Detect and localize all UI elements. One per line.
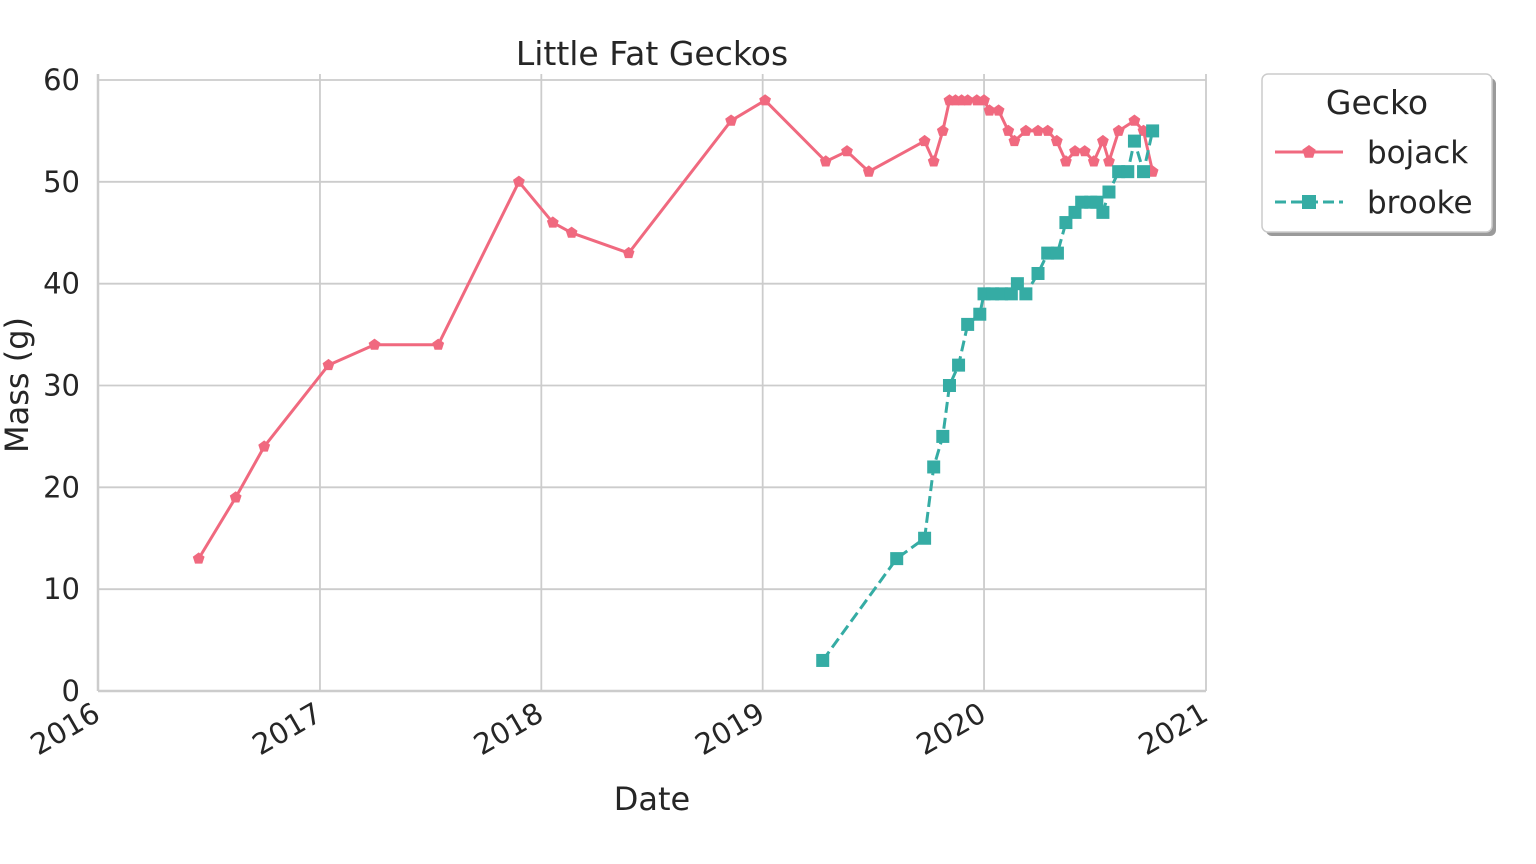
- data-point-brooke: [1004, 287, 1018, 301]
- data-point-bojack: [759, 94, 771, 106]
- data-point-bojack: [725, 114, 737, 126]
- series-bojack: [192, 94, 1159, 564]
- data-point-bojack: [1069, 145, 1081, 157]
- data-point-bojack: [1128, 114, 1141, 126]
- data-point-bojack: [565, 226, 578, 238]
- data-point-bojack: [1008, 134, 1021, 147]
- data-point-brooke: [1121, 165, 1135, 179]
- y-tick-label: 50: [43, 165, 80, 199]
- data-point-bojack: [1002, 124, 1015, 136]
- data-point-bojack: [1103, 155, 1115, 167]
- y-tick-label: 30: [43, 369, 80, 403]
- data-point-bojack: [841, 145, 853, 157]
- data-point-bojack: [1041, 124, 1054, 136]
- series-brooke: [816, 124, 1160, 667]
- data-point-brooke: [1102, 185, 1116, 199]
- y-tick-label: 20: [43, 470, 80, 504]
- data-point-bojack: [862, 165, 875, 177]
- x-tick-label: 2017: [247, 696, 328, 762]
- data-point-bojack: [546, 216, 559, 228]
- data-point-bojack: [961, 94, 974, 106]
- data-point-bojack: [229, 491, 242, 503]
- data-point-bojack: [927, 155, 940, 167]
- data-point-brooke: [1019, 287, 1033, 301]
- y-tick-label: 40: [43, 267, 80, 301]
- data-point-bojack: [978, 94, 990, 106]
- x-tick-label: 2021: [1133, 696, 1214, 762]
- series-line-bojack: [197, 98, 1155, 560]
- x-tick-label: 2020: [911, 696, 992, 762]
- data-point-bojack: [1032, 124, 1044, 136]
- data-point-brooke: [1010, 277, 1024, 291]
- data-point-brooke: [936, 429, 950, 443]
- legend-label-brooke: brooke: [1367, 185, 1473, 221]
- data-point-brooke: [942, 379, 956, 392]
- data-point-brooke: [918, 531, 932, 545]
- data-point-brooke: [1031, 266, 1045, 280]
- data-point-brooke: [1068, 205, 1082, 219]
- axes: [96, 74, 1206, 693]
- data-point-bojack: [936, 124, 949, 136]
- data-point-bojack: [1078, 145, 1091, 157]
- chart-title: Little Fat Geckos: [516, 34, 788, 73]
- data-point-brooke: [1146, 124, 1160, 138]
- data-point-brooke: [1050, 246, 1064, 260]
- legend: Gecko bojack brooke: [1261, 73, 1496, 236]
- data-point-brooke: [816, 653, 830, 667]
- data-point-brooke: [1059, 216, 1073, 230]
- data-point-bojack: [819, 155, 832, 167]
- y-tick-label: 60: [43, 63, 80, 97]
- data-point-brooke: [1096, 205, 1110, 219]
- data-point-bojack: [1087, 155, 1100, 167]
- data-point-brooke: [952, 358, 966, 372]
- legend-marker-bojack: [1302, 145, 1316, 158]
- data-point-bojack: [368, 338, 381, 350]
- data-point-brooke: [973, 307, 987, 321]
- legend-title: Gecko: [1326, 83, 1428, 122]
- data-point-bojack: [992, 104, 1005, 116]
- data-point-bojack: [258, 440, 271, 452]
- data-point-bojack: [322, 358, 335, 371]
- data-point-bojack: [622, 246, 635, 259]
- data-point-bojack: [513, 175, 525, 187]
- data-point-bojack: [192, 552, 205, 564]
- data-point-bojack: [983, 104, 996, 116]
- data-point-bojack: [1112, 124, 1125, 136]
- data-point-bojack: [1060, 155, 1072, 167]
- data-point-brooke: [890, 552, 904, 566]
- legend-box: [1261, 73, 1493, 233]
- plot-area: [192, 94, 1160, 667]
- data-point-bojack: [1097, 134, 1109, 147]
- data-point-bojack: [432, 338, 445, 350]
- data-point-brooke: [961, 317, 975, 331]
- x-axis-label: Date: [614, 780, 690, 818]
- data-point-bojack: [1020, 124, 1032, 136]
- legend-marker-brooke: [1302, 195, 1316, 209]
- data-point-brooke: [1090, 195, 1104, 209]
- y-tick-label: 0: [62, 674, 80, 708]
- data-point-brooke: [1127, 134, 1141, 148]
- data-point-brooke: [1137, 165, 1151, 179]
- data-point-bojack: [918, 134, 931, 147]
- y-axis-label: Mass (g): [0, 317, 36, 453]
- gridlines: [97, 74, 1207, 692]
- x-tick-label: 2019: [689, 696, 770, 762]
- data-point-bojack: [1050, 134, 1063, 147]
- y-tick-label: 10: [43, 572, 80, 606]
- x-tick-label: 2018: [468, 696, 549, 762]
- legend-label-bojack: bojack: [1367, 135, 1468, 171]
- data-point-brooke: [927, 460, 941, 474]
